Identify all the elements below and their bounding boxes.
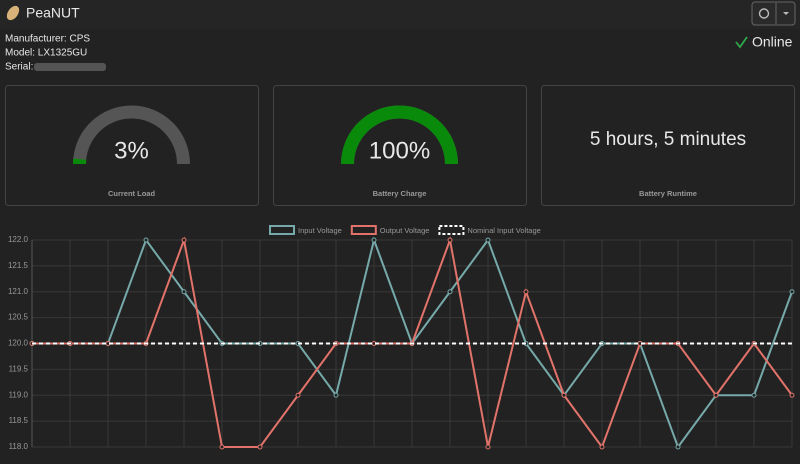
- data-point: [181, 237, 187, 243]
- data-point: [447, 289, 453, 295]
- y-tick-label: 121.5: [8, 261, 29, 270]
- y-tick-label: 122.0: [8, 235, 29, 244]
- legend-swatch: [438, 225, 465, 235]
- card: [273, 85, 527, 206]
- data-point: [751, 392, 757, 398]
- gauge-track: [73, 105, 190, 165]
- data-point: [371, 237, 377, 243]
- runtime-label: Battery Runtime: [639, 189, 697, 198]
- data-point: [789, 392, 795, 398]
- runtime-value: 5 hours, 5 minutes: [590, 129, 746, 150]
- gauge-label: Current Load: [108, 189, 156, 198]
- data-point: [599, 444, 605, 450]
- data-point: [675, 444, 681, 450]
- y-tick-label: 120.0: [8, 339, 29, 348]
- dropdown-caret[interactable]: [783, 12, 789, 15]
- manufacturer: Manufacturer: CPS: [5, 34, 90, 45]
- legend-label: Output Voltage: [380, 226, 430, 235]
- data-point: [143, 237, 149, 243]
- data-point: [789, 289, 795, 295]
- status-icon: [735, 36, 748, 49]
- header-bar: [0, 0, 800, 29]
- legend-swatch: [269, 225, 295, 235]
- data-point: [257, 444, 263, 450]
- refresh-button[interactable]: [751, 1, 796, 26]
- y-tick-label: 119.0: [9, 390, 29, 399]
- card: [5, 85, 259, 206]
- y-tick-label: 118.0: [9, 442, 29, 451]
- gauge-value: 100%: [369, 137, 430, 164]
- data-point: [447, 237, 453, 243]
- data-point: [333, 392, 339, 398]
- app-title: PeaNUT: [26, 5, 80, 21]
- y-tick-label: 119.5: [9, 364, 29, 373]
- card: [541, 85, 795, 206]
- data-point: [485, 444, 491, 450]
- data-point: [485, 237, 491, 243]
- data-point: [181, 289, 187, 295]
- y-tick-label: 118.5: [9, 416, 29, 425]
- legend-label: Nominal Input Voltage: [467, 226, 540, 235]
- gauge-value: 3%: [114, 137, 149, 164]
- legend-label: Input Voltage: [298, 226, 342, 235]
- data-point: [561, 392, 567, 398]
- y-tick-label: 121.0: [8, 287, 29, 296]
- y-tick-label: 120.5: [8, 313, 29, 322]
- serial-redacted: [34, 63, 106, 71]
- status: Online: [752, 34, 793, 50]
- gauge-label: Battery Charge: [373, 189, 427, 198]
- model: Model: LX1325GU: [5, 48, 87, 59]
- logo: [6, 5, 20, 21]
- serial-label: Serial:: [5, 62, 33, 73]
- data-point: [713, 392, 719, 398]
- data-point: [219, 444, 225, 450]
- refresh-icon[interactable]: [758, 8, 770, 19]
- button-frame[interactable]: [751, 1, 796, 26]
- data-point: [295, 392, 301, 398]
- data-point: [523, 289, 529, 295]
- gauge-fill: [341, 105, 458, 165]
- legend-swatch: [350, 225, 377, 235]
